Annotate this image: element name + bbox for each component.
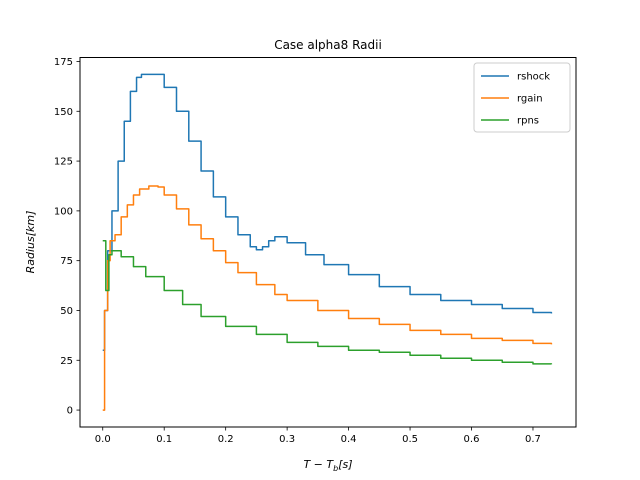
y-tick-label: 75 [60,256,73,267]
x-tick-label: 0.1 [156,434,172,445]
y-tick-label: 150 [54,107,73,118]
x-axis-label: T − Tb[s] [303,458,352,473]
legend-label-rpns: rpns [517,116,539,127]
y-tick-label: 100 [54,206,73,217]
x-tick-label: 0.4 [341,434,357,445]
y-axis-ticks: 0 25 50 75 100 125 150 175 [54,57,80,417]
x-tick-label: 0.3 [279,434,295,445]
x-axis-label-text: T − Tb[s] [303,458,352,473]
y-tick-label: 25 [60,356,73,367]
y-axis-label: Radius[km] [24,211,37,274]
x-tick-label: 0.0 [95,434,111,445]
x-tick-label: 0.2 [218,434,234,445]
x-tick-label: 0.5 [402,434,418,445]
y-axis-label-text: Radius[km] [24,211,37,274]
x-tick-label: 0.6 [464,434,480,445]
y-tick-label: 125 [54,157,73,168]
series-line-rshock [102,73,553,352]
legend-label-rgain: rgain [517,94,543,105]
x-tick-label: 0.7 [525,434,541,445]
x-axis-ticks: 0.0 0.1 0.2 0.3 0.4 0.5 0.6 0.7 [95,427,541,445]
series-line-rgain [102,185,553,411]
y-tick-label: 0 [67,406,73,417]
series-layer [102,73,553,411]
legend: rshock rgain rpns [473,62,571,133]
legend-box [473,62,571,133]
chart-title: Case alpha8 Radii [274,38,382,52]
plot-frame [79,57,577,428]
y-tick-label: 175 [54,57,73,68]
series-line-rpns [102,240,553,365]
y-tick-label: 50 [60,306,73,317]
legend-label-rshock: rshock [517,72,550,83]
